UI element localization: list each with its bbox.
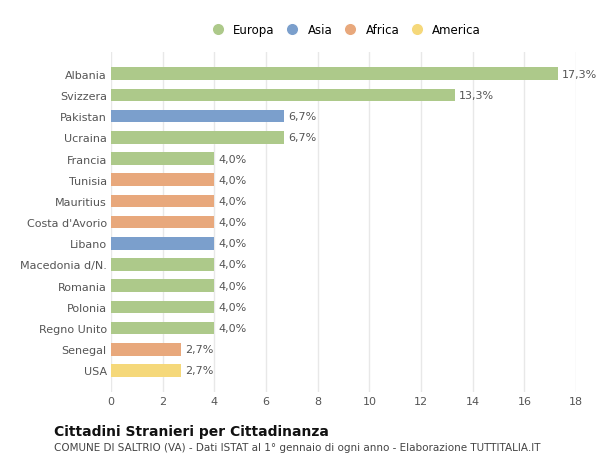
Bar — [111, 343, 181, 356]
Text: 2,7%: 2,7% — [185, 345, 213, 354]
Text: 6,7%: 6,7% — [288, 112, 316, 122]
Text: 4,0%: 4,0% — [218, 324, 247, 333]
Text: 4,0%: 4,0% — [218, 175, 247, 185]
Text: 6,7%: 6,7% — [288, 133, 316, 143]
Bar — [111, 174, 214, 187]
Bar — [111, 195, 214, 208]
Text: 2,7%: 2,7% — [185, 366, 213, 375]
Text: 13,3%: 13,3% — [458, 91, 494, 101]
Bar — [111, 132, 284, 145]
Bar — [111, 258, 214, 271]
Bar — [111, 90, 455, 102]
Text: 4,0%: 4,0% — [218, 218, 247, 228]
Text: 4,0%: 4,0% — [218, 154, 247, 164]
Text: 4,0%: 4,0% — [218, 260, 247, 270]
Text: 4,0%: 4,0% — [218, 196, 247, 207]
Bar — [111, 364, 181, 377]
Bar — [111, 111, 284, 123]
Text: 4,0%: 4,0% — [218, 239, 247, 249]
Legend: Europa, Asia, Africa, America: Europa, Asia, Africa, America — [201, 20, 486, 42]
Text: COMUNE DI SALTRIO (VA) - Dati ISTAT al 1° gennaio di ogni anno - Elaborazione TU: COMUNE DI SALTRIO (VA) - Dati ISTAT al 1… — [54, 442, 541, 452]
Text: 4,0%: 4,0% — [218, 302, 247, 312]
Bar — [111, 216, 214, 229]
Bar — [111, 322, 214, 335]
Bar — [111, 280, 214, 292]
Bar — [111, 68, 558, 81]
Bar — [111, 237, 214, 250]
Text: 17,3%: 17,3% — [562, 70, 597, 79]
Bar — [111, 153, 214, 166]
Text: Cittadini Stranieri per Cittadinanza: Cittadini Stranieri per Cittadinanza — [54, 425, 329, 438]
Text: 4,0%: 4,0% — [218, 281, 247, 291]
Bar — [111, 301, 214, 313]
